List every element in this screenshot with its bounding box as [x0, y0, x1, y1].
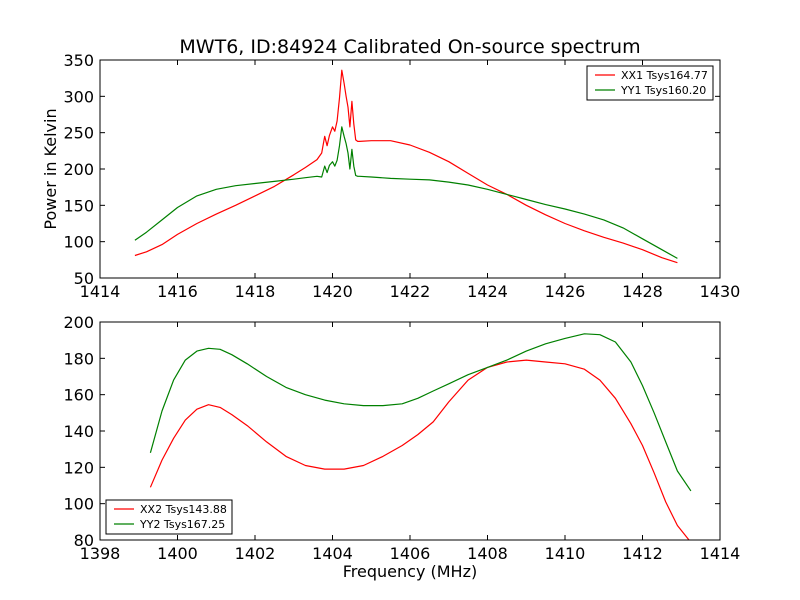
y-tick-label: 250	[63, 124, 94, 143]
y-tick-label: 120	[63, 458, 94, 477]
y-tick-label: 180	[63, 349, 94, 368]
x-tick-label: 1412	[622, 544, 663, 563]
x-tick-label: 1430	[700, 282, 741, 301]
y-tick-label: 140	[63, 422, 94, 441]
y-tick-label: 200	[63, 160, 94, 179]
y-tick-label: 350	[63, 51, 94, 70]
x-tick-label: 1404	[312, 544, 353, 563]
bottom-plot-panel: 1398 1400 1402 1404 1406 1408 1410 1412 1414 80 10…	[63, 313, 740, 581]
x-axis-label: Frequency (MHz)	[343, 562, 477, 581]
x-tick-label: 1420	[312, 282, 353, 301]
legend-entry-label: YY2 Tsys167.25	[139, 518, 225, 531]
x-tick-label: 1398	[80, 544, 121, 563]
series-line-1	[149, 359, 690, 540]
series-line-2	[134, 126, 678, 259]
y-tick-label: 100	[63, 495, 94, 514]
x-tick-label: 1400	[157, 544, 198, 563]
series-line-1	[134, 69, 678, 264]
y-tick-label: 80	[74, 531, 94, 550]
x-tick-label: 1406	[390, 544, 431, 563]
legend-entry-label: YY1 Tsys160.20	[620, 84, 706, 97]
y-tick-label: 150	[63, 196, 94, 215]
x-tick-label: 1418	[235, 282, 276, 301]
y-axis-label: Power in Kelvin	[41, 108, 60, 229]
y-tick-label: 200	[63, 313, 94, 332]
x-tick-label: 1414	[80, 282, 121, 301]
legend-entry-label: XX2 Tsys143.88	[140, 503, 227, 516]
legend-box	[586, 65, 714, 101]
legend-entry-label: XX1 Tsys164.77	[621, 69, 708, 82]
x-tick-label: 1426	[545, 282, 586, 301]
y-tick-label: 300	[63, 87, 94, 106]
y-tick-label: 160	[63, 386, 94, 405]
series-line-2	[149, 333, 692, 492]
x-tick-label: 1424	[467, 282, 508, 301]
y-tick-label: 50	[74, 269, 94, 288]
x-tick-label: 1422	[390, 282, 431, 301]
legend-box	[105, 499, 233, 535]
y-tick-label: 100	[63, 233, 94, 252]
legend: XX1 Tsys164.77 YY1 Tsys160.20	[586, 65, 714, 101]
legend: XX2 Tsys143.88 YY2 Tsys167.25	[105, 499, 233, 535]
figure-title: MWT6, ID:84924 Calibrated On-source spec…	[179, 36, 640, 58]
x-tick-label: 1408	[467, 544, 508, 563]
x-tick-label: 1410	[545, 544, 586, 563]
top-plot-panel: 1414 1416 1418 1420 1422 1424 1426 1428 1430 50 10…	[41, 51, 740, 301]
x-tick-label: 1428	[622, 282, 663, 301]
x-tick-label: 1414	[700, 544, 741, 563]
x-tick-label: 1416	[157, 282, 198, 301]
x-tick-label: 1402	[235, 544, 276, 563]
